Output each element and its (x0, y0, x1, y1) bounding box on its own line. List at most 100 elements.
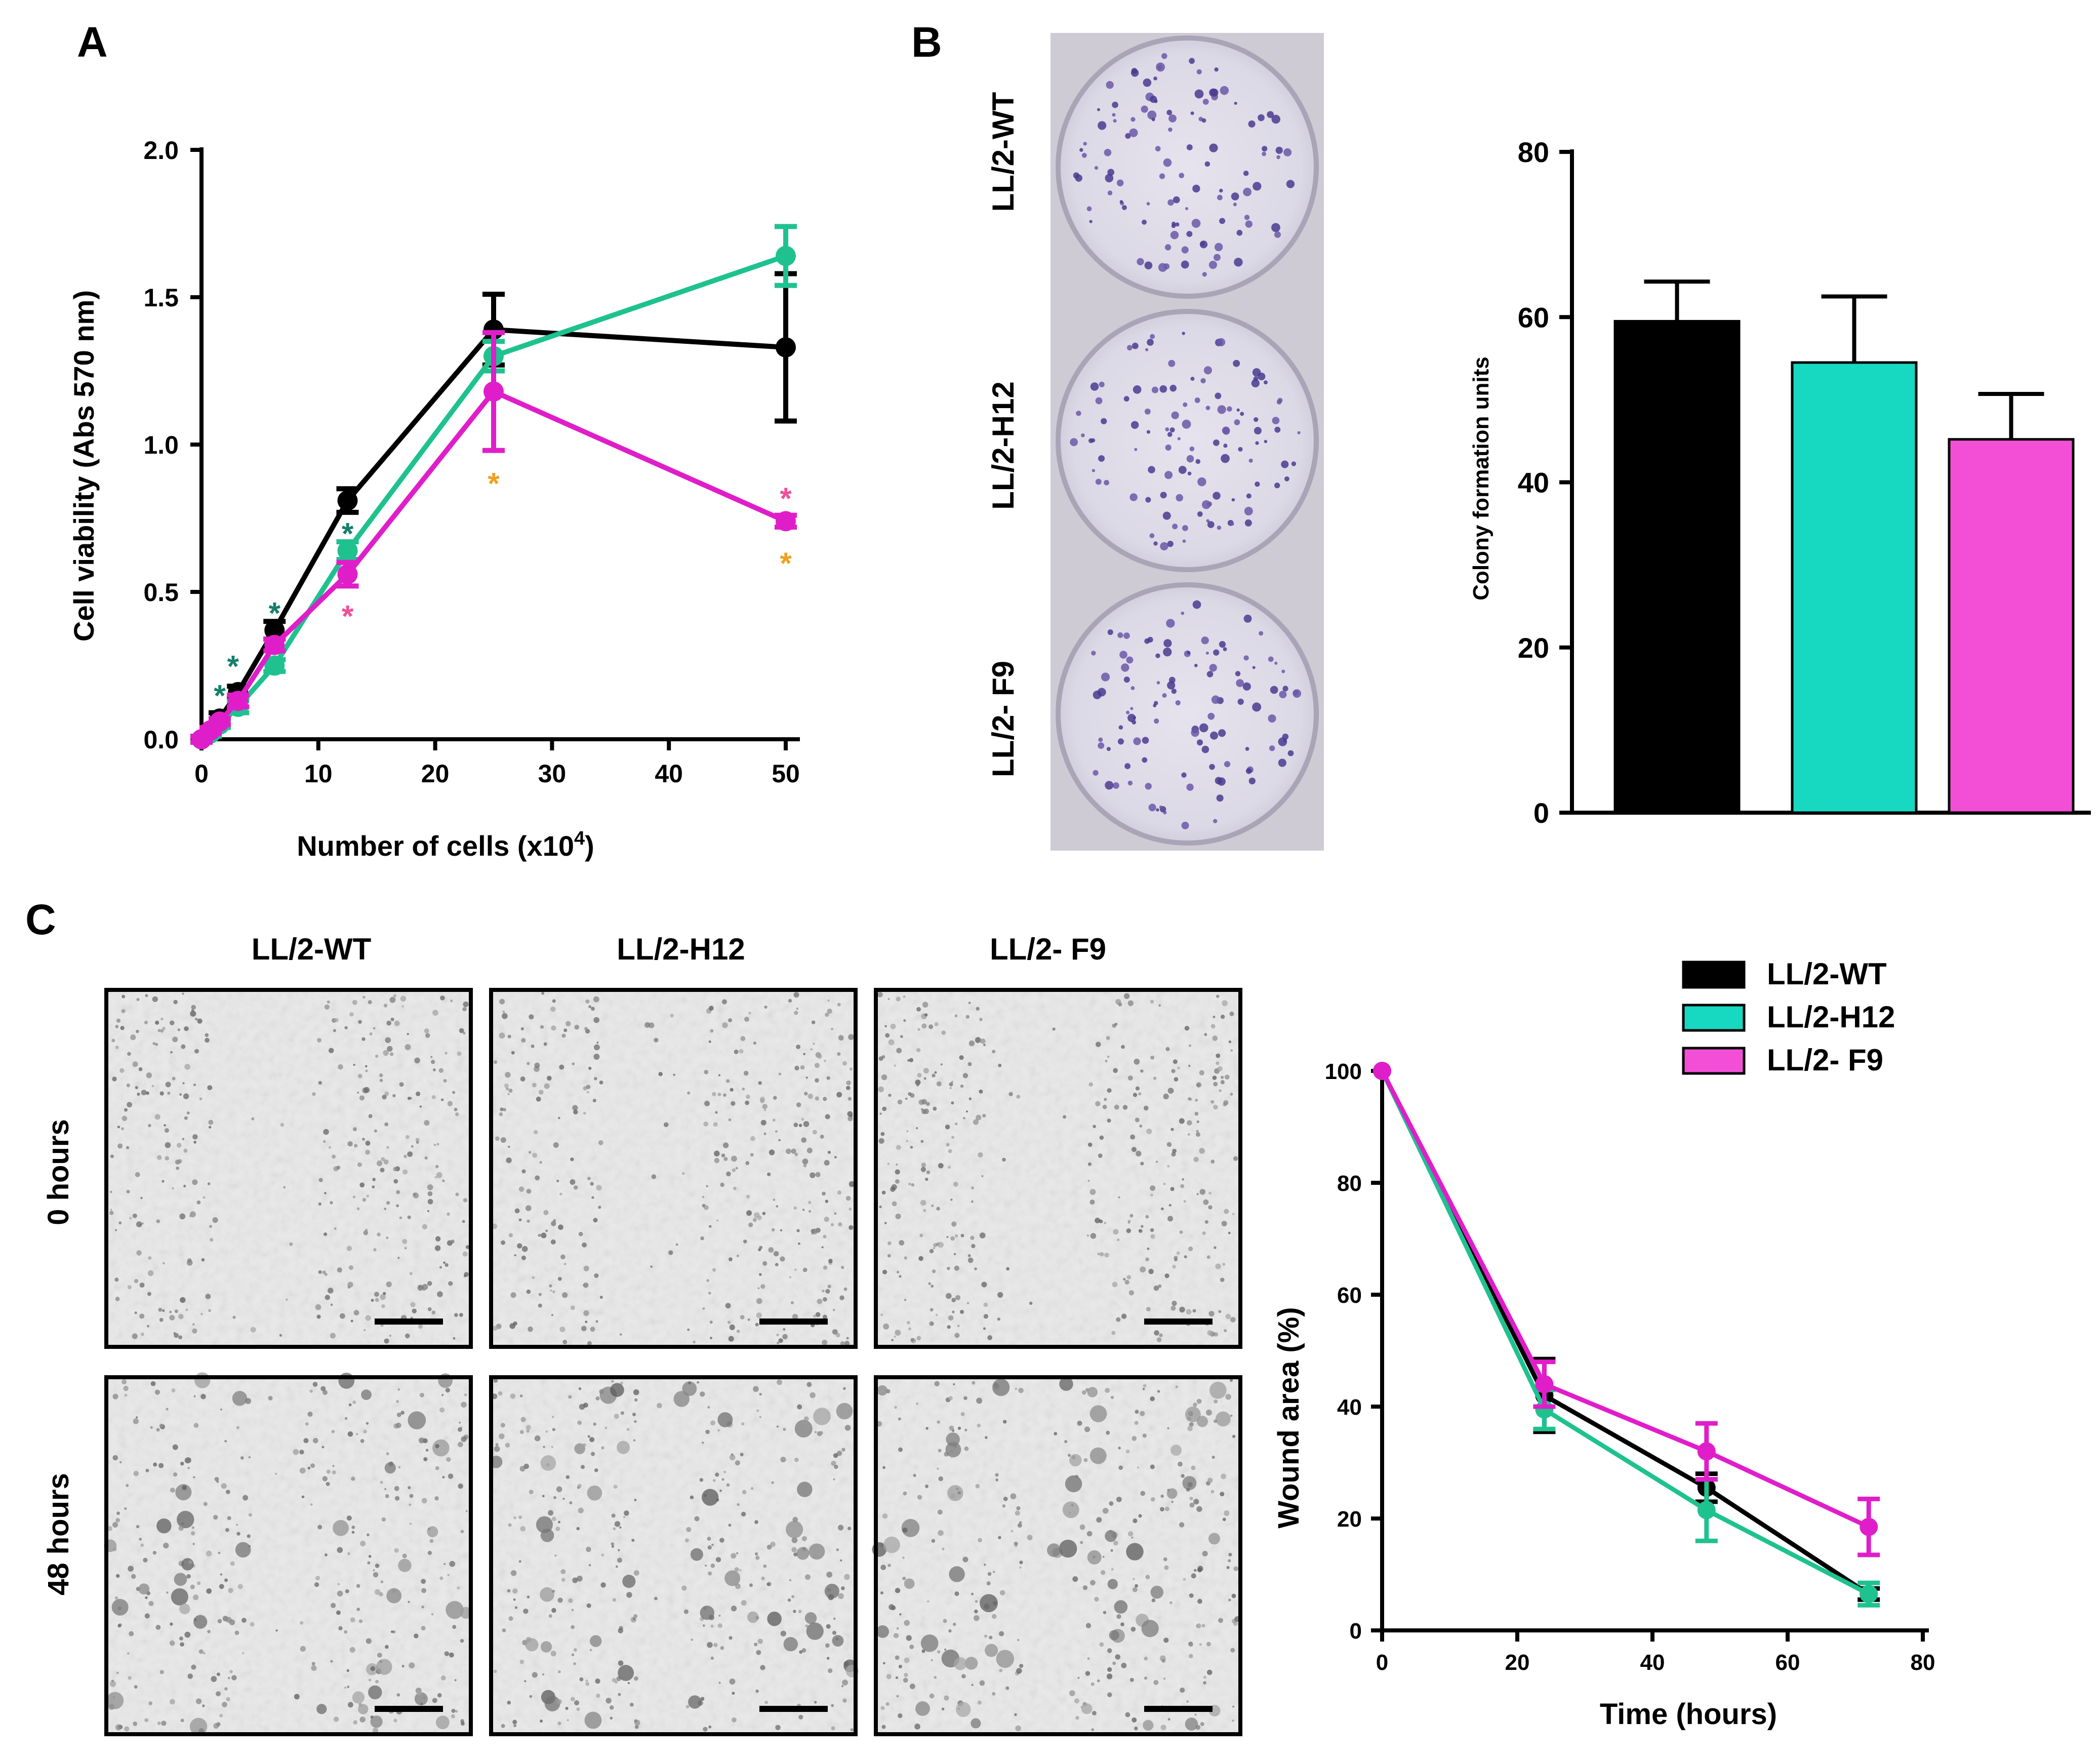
colony-dot (1192, 184, 1200, 193)
colony-dot (1245, 768, 1252, 774)
chartA-data-point (264, 620, 285, 641)
micrograph-cell (172, 1187, 174, 1190)
chartA-x-tick-label: 20 (421, 760, 450, 788)
micrograph-cell (998, 1063, 1002, 1067)
micrograph-cell (171, 1588, 188, 1606)
colony-dot (1240, 412, 1244, 416)
micrograph-cell (222, 1701, 227, 1707)
micrograph-cell (1093, 1125, 1096, 1128)
micrograph-row-label-48h: 48 hours (42, 1473, 75, 1595)
micrograph-cell (944, 1452, 949, 1457)
micrograph-cell (931, 1285, 934, 1288)
micrograph-cell (156, 1518, 172, 1534)
colony-dot (1219, 218, 1226, 224)
micrograph-cell (1170, 1187, 1175, 1191)
micrograph-cell (461, 1722, 465, 1726)
micrograph-cell (983, 1044, 986, 1047)
colony-dot (1223, 647, 1227, 652)
micrograph-cell (506, 1087, 509, 1091)
micrograph-cell (1011, 1530, 1014, 1533)
colony-dot (1153, 541, 1158, 546)
colony-dot (1231, 192, 1239, 201)
micrograph-cell (194, 1049, 199, 1054)
micrograph-cell (1113, 1068, 1118, 1073)
micrograph-cell (1072, 1576, 1078, 1582)
micrograph-cell (427, 1550, 432, 1555)
micrograph-cell (1091, 1682, 1095, 1686)
colony-dot (1179, 173, 1185, 178)
micrograph-cell (1206, 1669, 1213, 1675)
micrograph-cell (954, 1657, 967, 1670)
micrograph-cell (508, 1616, 513, 1621)
micrograph-cell (191, 1005, 196, 1010)
micrograph-cell (599, 1296, 603, 1299)
micrograph-cell (322, 1390, 328, 1395)
micrograph-cell (727, 1321, 731, 1324)
micrograph-cell (893, 1633, 899, 1639)
colony-dot (1255, 441, 1259, 445)
micrograph-cell (587, 1341, 592, 1346)
colony-dot (1281, 669, 1285, 673)
micrograph-cell (424, 1028, 429, 1033)
micrograph-cell (207, 1085, 213, 1091)
micrograph-cell (376, 1659, 392, 1675)
micrograph-cell (145, 1468, 149, 1472)
micrograph-cell (117, 1143, 123, 1149)
micrograph-cell (557, 1276, 562, 1281)
micrograph-cell (365, 1149, 371, 1155)
micrograph-cell (1170, 1305, 1176, 1311)
micrograph-cell (971, 1718, 981, 1729)
micrograph-cell (144, 1613, 150, 1619)
micrograph-cell (713, 1122, 718, 1127)
chartA-significance-star: * (780, 546, 792, 580)
micrograph-cell (122, 994, 126, 998)
micrograph-cell (699, 1478, 704, 1482)
micrograph-cell (992, 1050, 996, 1054)
micrograph-cell (384, 1091, 389, 1096)
micrograph-cell (1005, 1686, 1009, 1690)
micrograph-cell (431, 1310, 436, 1314)
micrograph-cell (712, 1092, 716, 1097)
micrograph-cell (1054, 1432, 1058, 1435)
micrograph-cell (880, 1565, 886, 1570)
micrograph-cell (159, 1423, 164, 1428)
micrograph-cell (1095, 1101, 1101, 1107)
micrograph-cell (421, 1606, 424, 1609)
micrograph-cell (519, 1394, 523, 1397)
micrograph-cell (1080, 1706, 1083, 1708)
micrograph-cell (935, 1313, 938, 1316)
micrograph-cell (940, 1063, 943, 1066)
micrograph-cell (837, 1525, 844, 1531)
micrograph-cell (1124, 1280, 1129, 1285)
colony-dot (1204, 161, 1210, 167)
micrograph-cell (904, 1657, 910, 1663)
chartA-data-point (264, 634, 285, 655)
micrograph-cell (117, 1624, 122, 1628)
micrograph-cell (813, 1043, 815, 1045)
micrograph-cell (375, 1563, 380, 1568)
micrograph-cell (458, 1442, 463, 1448)
micrograph-cell (1106, 1673, 1113, 1680)
legend-swatch-1 (1682, 1004, 1746, 1032)
micrograph-cell (346, 1669, 349, 1672)
micrograph-cell (708, 1571, 712, 1576)
micrograph-cell (216, 1722, 221, 1727)
micrograph-cell (904, 1620, 910, 1626)
micrograph-cell (208, 1120, 214, 1125)
colony-dot (1091, 438, 1096, 443)
micrograph-cell (502, 1010, 505, 1014)
micrograph-cell (895, 1213, 901, 1219)
micrograph-cell (117, 1606, 122, 1611)
micrograph-cell (886, 1673, 892, 1680)
micrograph-cell (558, 1224, 563, 1230)
micrograph-cell (188, 1560, 192, 1564)
micrograph-cell (1132, 1717, 1137, 1723)
colony-dot (1230, 522, 1234, 526)
micrograph-cell (589, 1649, 592, 1651)
micrograph-cell (767, 1611, 782, 1626)
micrograph-cell (830, 1027, 834, 1031)
micrograph-cell (318, 1081, 322, 1085)
micrograph-cell (803, 1164, 807, 1168)
micrograph-cell (895, 1587, 901, 1593)
micrograph-cell (796, 1229, 800, 1232)
